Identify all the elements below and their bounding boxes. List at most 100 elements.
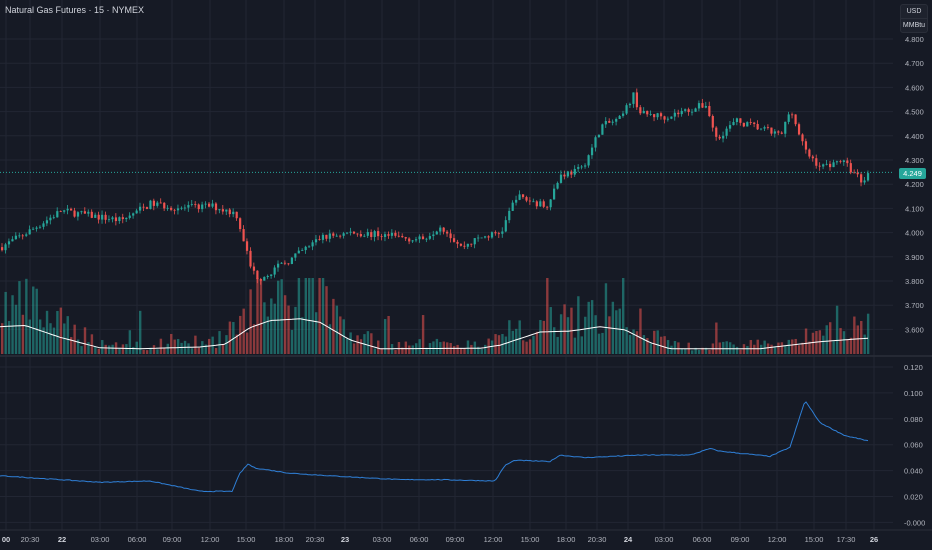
price-tick-label: 4.600 [905,83,924,92]
candle-body [804,141,808,150]
candle-body [570,171,573,175]
volume-bar [380,348,383,354]
currency-unit-selector[interactable]: USD MMBtu [900,4,928,33]
volume-bar [635,331,639,354]
volume-bar [249,289,252,354]
volume-bar [104,344,107,354]
volume-bar [856,325,859,354]
volume-bar [59,307,63,354]
candle-body [466,243,469,247]
candle-body [166,207,169,209]
volume-bar [853,316,856,354]
volume-bar [863,334,866,354]
candle-body [608,120,611,123]
candle-body [456,241,459,244]
candle-body [273,267,276,275]
volume-bar [497,335,501,354]
time-tick-label: 03:00 [373,535,392,544]
price-tick-label: 4.100 [905,204,924,213]
volume-bar [111,344,114,354]
price-tick-label: 4.700 [905,59,924,68]
indicator-tick-label: -0.000 [904,518,925,527]
candle-body [163,202,166,209]
volume-bar [490,340,494,354]
volume-bar [101,340,104,354]
volume-bar [760,344,763,354]
candle-body [766,127,770,128]
candle-body [639,107,642,114]
volume-bar [494,334,497,354]
unit-label[interactable]: MMBtu [901,18,927,32]
volume-bar [622,278,625,354]
volume-bar [176,339,180,354]
time-axis[interactable]: 00 20:30 22 03:00 06:00 09:00 12:00 15:00 18:00 2… [2,535,878,544]
candle-body [404,237,407,239]
candle-body [863,180,866,183]
volume-bar [35,288,38,354]
candle-body [152,200,155,206]
candle-body [25,234,28,236]
candle-body [90,211,93,218]
candle-body [642,110,645,114]
volume-bar [97,348,100,354]
volume-bar [21,314,25,354]
volume-bar [825,325,828,354]
candle-body [377,231,380,237]
volume-bar [266,316,270,354]
volume-bar [673,340,677,354]
volume-bar [504,336,508,354]
candle-body [149,200,152,209]
candle-body [815,158,818,166]
candle-body [418,236,421,240]
time-tick-label: 09:00 [163,535,182,544]
candle-body [228,209,231,215]
volume-bar [277,280,280,354]
candle-body [725,128,728,136]
volume-bar [463,348,466,354]
candle-body [304,246,307,251]
volume-bar [559,314,563,354]
volume-bar [194,335,197,354]
candle-body [111,217,114,220]
volume-bar [866,313,870,354]
volume-bar [252,324,256,354]
candle-body [415,239,418,241]
time-tick-label: 15:00 [805,535,824,544]
volume-bar [28,319,31,354]
volume-bar [7,320,11,354]
candle-body [518,194,521,200]
volume-bar [842,331,846,354]
candle-body [45,220,49,224]
candle-body [484,236,487,238]
candle-body [501,231,504,234]
volume-bar [546,278,549,354]
candle-body [128,215,131,218]
volume-bar [383,319,387,354]
volume-bar [321,278,325,354]
volume-bar [32,286,35,354]
indicator-tick-label: 0.100 [904,389,923,398]
volume-bar [528,339,532,354]
currency-label[interactable]: USD [906,8,922,15]
indicator-axis[interactable]: 0.120 0.100 0.080 0.060 0.040 0.020 -0.000 [904,363,925,527]
volume-bar [646,338,649,354]
volume-bar [521,340,525,354]
volume-bar [11,295,14,354]
price-axis[interactable]: 4.800 4.700 4.600 4.500 4.400 4.300 4.200 4.100… [905,35,924,334]
volume-bar [708,349,711,354]
volume-bar [42,327,45,354]
volume-bar [808,341,811,354]
candle-body [777,131,780,133]
volume-bar [311,278,314,354]
candle-body [753,122,756,124]
candle-body [221,209,224,212]
volume-bar [121,344,125,354]
volume-bar [325,286,328,354]
volume-bar [715,322,718,354]
candle-body [835,161,839,163]
candle-body [594,137,597,148]
candle-body [363,235,366,237]
symbol-title[interactable]: Natural Gas Futures · 15 · NYMEX [5,5,145,15]
volume-bar [484,344,487,354]
